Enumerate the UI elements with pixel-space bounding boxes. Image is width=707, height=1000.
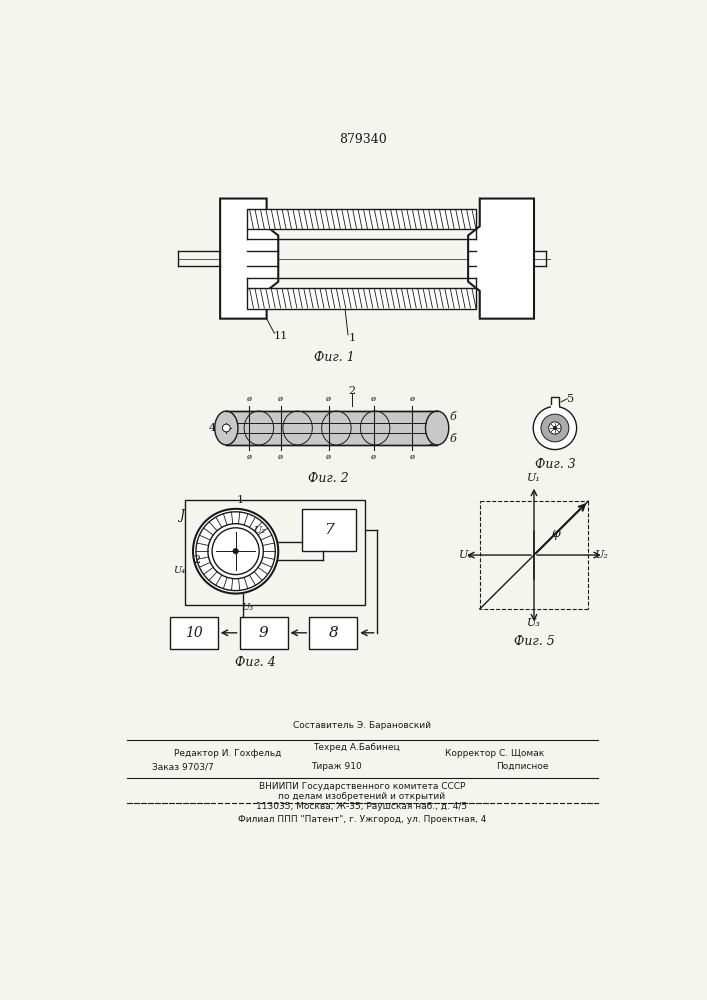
Ellipse shape [215,411,238,445]
Text: б: б [449,412,456,422]
Text: U₃: U₃ [241,603,253,612]
Text: ø: ø [246,453,251,461]
Text: J: J [179,509,184,522]
Text: Фиг. 1: Фиг. 1 [315,351,355,364]
Text: 2: 2 [349,386,356,396]
Text: б: б [449,434,456,444]
Text: Фиг. 2: Фиг. 2 [308,472,349,485]
Text: U₂: U₂ [595,550,609,560]
Circle shape [193,509,279,594]
Text: Заказ 9703/7: Заказ 9703/7 [152,762,214,771]
Text: Корректор С. Щомак: Корректор С. Щомак [445,749,544,758]
Text: Филиал ППП "Патент", г. Ужгород, ул. Проектная, 4: Филиал ППП "Патент", г. Ужгород, ул. Про… [238,815,486,824]
Text: U₄: U₄ [173,566,185,575]
Text: Тираж 910: Тираж 910 [311,762,362,771]
Polygon shape [220,199,279,319]
Text: 11: 11 [274,331,288,341]
Text: ø: ø [371,395,376,403]
Text: U₃: U₃ [527,618,541,628]
Text: 8: 8 [328,626,338,640]
Ellipse shape [426,411,449,445]
Bar [247,209,476,229]
Bar [185,500,365,605]
Circle shape [233,549,238,554]
Text: U₂: U₂ [253,526,265,535]
Circle shape [541,414,569,442]
Text: 9: 9 [259,626,269,640]
Bar [240,617,288,649]
Text: U₁: U₁ [527,473,541,483]
Text: ВНИИПИ Государственного комитета СССР: ВНИИПИ Государственного комитета СССР [259,782,465,791]
Text: 113035, Москва, Ж-35, Раушская наб., д. 4/5: 113035, Москва, Ж-35, Раушская наб., д. … [257,802,467,811]
Ellipse shape [361,411,390,445]
Text: ø: ø [246,395,251,403]
Ellipse shape [322,411,351,445]
Circle shape [208,524,263,579]
Text: ø: ø [410,395,415,403]
Circle shape [223,424,230,432]
Text: 879340: 879340 [339,133,387,146]
Text: ø: ø [278,453,283,461]
Bar [226,411,437,445]
Circle shape [549,422,561,434]
Circle shape [196,512,275,591]
Text: 2: 2 [193,555,201,565]
Text: 1: 1 [349,333,356,343]
Bar [247,288,476,309]
Text: Фиг. 3: Фиг. 3 [534,458,575,471]
Text: 1: 1 [236,495,243,505]
Text: 5: 5 [567,394,574,404]
Text: 4: 4 [209,423,216,433]
Text: 10: 10 [185,626,203,640]
Text: по делам изобретений и открытий: по делам изобретений и открытий [279,792,445,801]
Bar [301,509,356,551]
Text: Техред А.Бабинец: Техред А.Бабинец [313,743,399,752]
Text: ø: ø [371,453,376,461]
Text: φ: φ [551,527,560,540]
Text: Составитель Э. Барановский: Составитель Э. Барановский [293,721,431,730]
Bar [551,397,559,406]
Bar [309,617,357,649]
Circle shape [211,526,261,576]
Bar [551,405,559,408]
Circle shape [533,406,577,450]
Text: Фиг. 4: Фиг. 4 [235,656,275,669]
Text: U₄: U₄ [459,550,473,560]
Ellipse shape [244,411,274,445]
Text: ø: ø [326,395,331,403]
Text: Редактор И. Гохфельд: Редактор И. Гохфельд [174,749,281,758]
Text: Фиг. 5: Фиг. 5 [513,635,554,648]
Text: 7: 7 [324,523,334,537]
Circle shape [554,426,556,430]
Text: Подписное: Подписное [496,762,549,771]
Text: ø: ø [410,453,415,461]
Text: ø: ø [326,453,331,461]
Ellipse shape [283,411,312,445]
Polygon shape [468,199,534,319]
Text: ø: ø [278,395,283,403]
Bar [170,617,218,649]
Circle shape [212,528,259,575]
